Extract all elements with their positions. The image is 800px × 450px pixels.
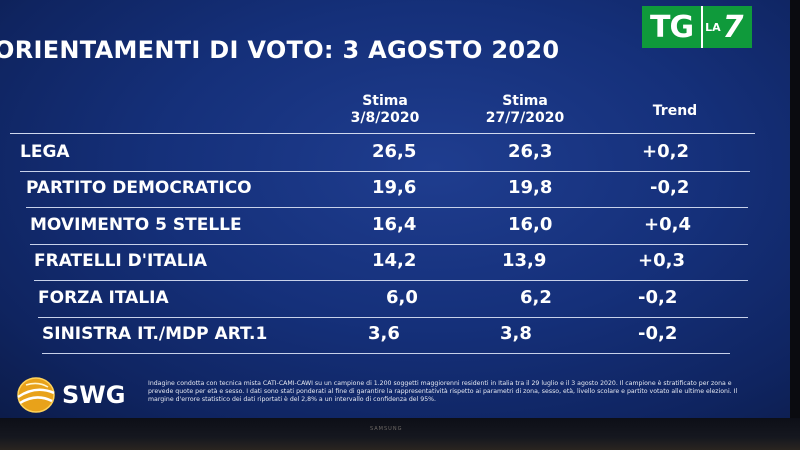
row-divider (20, 171, 750, 172)
party-name: LEGA (20, 142, 70, 162)
row-divider (42, 353, 730, 354)
table-row: PARTITO DEMOCRATICO 19,6 19,8 -0,2 (26, 172, 748, 208)
table-row: LEGA 26,5 26,3 +0,2 (20, 136, 750, 172)
party-name: MOVIMENTO 5 STELLE (30, 215, 242, 235)
party-name: FRATELLI D'ITALIA (34, 251, 208, 271)
column-header-stima-current: Stima 3/8/2020 (330, 93, 440, 127)
stima-current-value: 16,4 (372, 214, 417, 235)
column-header-date: 27/7/2020 (485, 110, 565, 126)
table-row: FRATELLI D'ITALIA 14,2 13,9 +0,3 (34, 245, 748, 281)
logo-la7: LA 7 (701, 6, 752, 48)
pollster-name: SWG (62, 381, 126, 409)
poll-title: ORIENTAMENTI DI VOTO: 3 AGOSTO 2020 (0, 36, 560, 64)
column-header-stima-previous: Stima 27/7/2020 (470, 93, 580, 127)
stima-current-value: 3,6 (368, 323, 400, 344)
stima-current-value: 14,2 (372, 250, 417, 271)
column-header-date: 3/8/2020 (350, 110, 420, 126)
tg-la7-logo: TG LA 7 (642, 6, 752, 48)
row-divider (34, 280, 748, 281)
table-row: SINISTRA IT./MDP ART.1 3,6 3,8 -0,2 (42, 318, 730, 354)
table-row: FORZA ITALIA 6,0 6,2 -0,2 (38, 282, 748, 318)
party-name: PARTITO DEMOCRATICO (26, 178, 252, 198)
tv-bezel-right (790, 0, 800, 450)
trend-value: +0,2 (642, 141, 689, 162)
stima-current-value: 26,5 (372, 141, 417, 162)
stima-previous-value: 26,3 (508, 141, 553, 162)
table-row: MOVIMENTO 5 STELLE 16,4 16,0 +0,4 (30, 209, 748, 245)
row-divider (26, 207, 748, 208)
stima-previous-value: 16,0 (508, 214, 553, 235)
column-header-label: Stima (362, 93, 408, 109)
swg-globe-icon (17, 377, 55, 413)
logo-la-text: LA (705, 20, 721, 34)
trend-value: -0,2 (638, 287, 678, 308)
logo-tg-text: TG (642, 6, 702, 48)
row-divider (30, 244, 748, 245)
trend-value: -0,2 (638, 323, 678, 344)
tv-bezel-bottom (0, 418, 800, 450)
party-name: FORZA ITALIA (38, 288, 169, 308)
party-name: SINISTRA IT./MDP ART.1 (42, 324, 268, 344)
stima-current-value: 6,0 (386, 287, 418, 308)
stima-previous-value: 19,8 (508, 177, 553, 198)
methodology-note: Indagine condotta con tecnica mista CATI… (148, 380, 738, 403)
column-header-label: Stima (502, 93, 548, 109)
stima-previous-value: 13,9 (502, 250, 547, 271)
tv-brand-label: SAMSUNG (370, 426, 403, 432)
trend-value: -0,2 (650, 177, 690, 198)
stima-current-value: 19,6 (372, 177, 417, 198)
tv-screen: ORIENTAMENTI DI VOTO: 3 AGOSTO 2020 TG L… (0, 0, 790, 418)
swg-logo: SWG (14, 375, 125, 415)
trend-value: +0,4 (644, 214, 691, 235)
header-divider (10, 133, 755, 134)
row-divider (38, 317, 748, 318)
logo-seven-text: 7 (722, 9, 744, 45)
stima-previous-value: 3,8 (500, 323, 532, 344)
trend-value: +0,3 (638, 250, 685, 271)
stima-previous-value: 6,2 (520, 287, 552, 308)
column-header-trend: Trend (652, 103, 698, 119)
